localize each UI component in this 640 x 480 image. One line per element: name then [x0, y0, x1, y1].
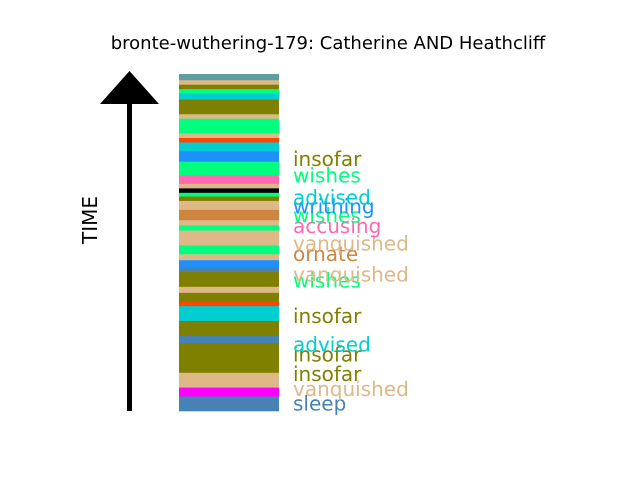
word-label-12: writhing — [293, 195, 375, 219]
word-label-9: vanquished — [293, 232, 409, 256]
time-axis-shaft — [127, 100, 132, 411]
word-label-7: vanquished — [293, 263, 409, 287]
stripe-34 — [179, 93, 279, 100]
stripe-16 — [179, 230, 279, 241]
stripe-18 — [179, 219, 279, 226]
word-label-10: accusing — [293, 214, 381, 238]
word-label-2: insofar — [293, 362, 362, 386]
word-label-13: advised — [293, 186, 371, 210]
stripe-5 — [179, 320, 279, 336]
stripe-19 — [179, 209, 279, 221]
stripe-2 — [179, 372, 279, 388]
stripe-24 — [179, 183, 279, 189]
stripe-3 — [179, 342, 279, 373]
chart-title: bronte-wuthering-179: Catherine AND Heat… — [111, 33, 546, 54]
stripe-35 — [179, 88, 279, 94]
word-label-11: wishes — [293, 203, 361, 227]
word-label-6: wishes — [293, 269, 361, 293]
stripe-37 — [179, 79, 279, 85]
stripe-9 — [179, 286, 279, 293]
word-label-14: wishes — [293, 163, 361, 187]
stripe-17 — [179, 225, 279, 231]
word-label-0: sleep — [293, 392, 346, 416]
stripe-8 — [179, 292, 279, 302]
stripe-27 — [179, 151, 279, 162]
time-axis-label: TIME — [78, 196, 102, 245]
stripe-29 — [179, 137, 279, 143]
stripe-14 — [179, 245, 279, 255]
stripe-7 — [179, 301, 279, 307]
stripe-25 — [179, 174, 279, 184]
stripe-28 — [179, 142, 279, 152]
stripe-33 — [179, 99, 279, 115]
word-label-4: advised — [293, 332, 371, 356]
stripe-26 — [179, 161, 279, 176]
word-label-15: insofar — [293, 147, 362, 171]
time-axis — [100, 71, 159, 411]
stripe-32 — [179, 114, 279, 119]
stripe-11 — [179, 267, 279, 273]
word-label-3: insofar — [293, 343, 362, 367]
stripe-13 — [179, 253, 279, 261]
stripe-12 — [179, 259, 279, 268]
stripe-23 — [179, 188, 279, 193]
stripe-22 — [179, 192, 279, 197]
stripe-31 — [179, 118, 279, 134]
arrow-head-icon — [100, 71, 159, 104]
stripe-20 — [179, 200, 279, 210]
stripe-10 — [179, 271, 279, 287]
word-label-5: insofar — [293, 304, 362, 328]
word-label-8: ornate — [293, 242, 358, 266]
stripe-36 — [179, 84, 279, 90]
stripe-strip — [179, 74, 279, 412]
stripe-0 — [179, 396, 279, 412]
word-labels: sleepvanquishedinsofarinsofaradvisedinso… — [293, 147, 409, 415]
stripe-15 — [179, 240, 279, 246]
stripe-21 — [179, 196, 279, 201]
word-label-1: vanquished — [293, 377, 409, 401]
stripe-30 — [179, 133, 279, 138]
stripe-4 — [179, 335, 279, 344]
stripe-1 — [179, 387, 279, 397]
stripe-6 — [179, 305, 279, 321]
stripe-38 — [179, 74, 279, 81]
